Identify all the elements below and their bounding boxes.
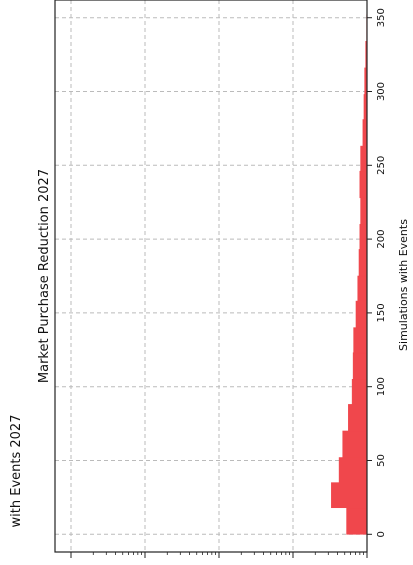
bar	[358, 249, 368, 277]
x-tick-label: 200	[376, 230, 387, 249]
x-tick-label: 100	[376, 377, 387, 396]
bar	[360, 145, 368, 172]
bar	[331, 482, 368, 509]
bar	[362, 119, 368, 147]
x-tick-label: 300	[376, 82, 387, 101]
bar	[352, 352, 368, 380]
bar	[342, 430, 368, 458]
bar	[355, 300, 368, 328]
x-tick-label: 50	[376, 454, 387, 467]
bottom-axis-ticks	[70, 552, 368, 558]
bars	[331, 14, 368, 535]
left-cut-title: with Events 2027	[9, 415, 24, 528]
bar	[360, 197, 368, 225]
x-tick-label: 350	[376, 8, 387, 27]
plot-frame	[54, 0, 368, 553]
x-axis-label: Simulations with Events	[397, 219, 410, 351]
bar	[353, 327, 368, 354]
bar	[359, 170, 368, 199]
x-tick-label: 250	[376, 156, 387, 175]
bar	[359, 224, 368, 250]
bar	[348, 404, 368, 432]
chart-title: Market Purchase Reduction 2027	[37, 169, 52, 383]
grid-lines	[55, 0, 368, 552]
x-tick-label: 150	[376, 303, 387, 322]
bar	[338, 457, 368, 483]
bar	[346, 507, 368, 535]
bar	[351, 379, 368, 405]
bar	[357, 275, 368, 302]
x-tick-label: 0	[376, 531, 387, 537]
right-axis-ticks: 0 50 100 150 200 250 300 350	[367, 8, 387, 537]
